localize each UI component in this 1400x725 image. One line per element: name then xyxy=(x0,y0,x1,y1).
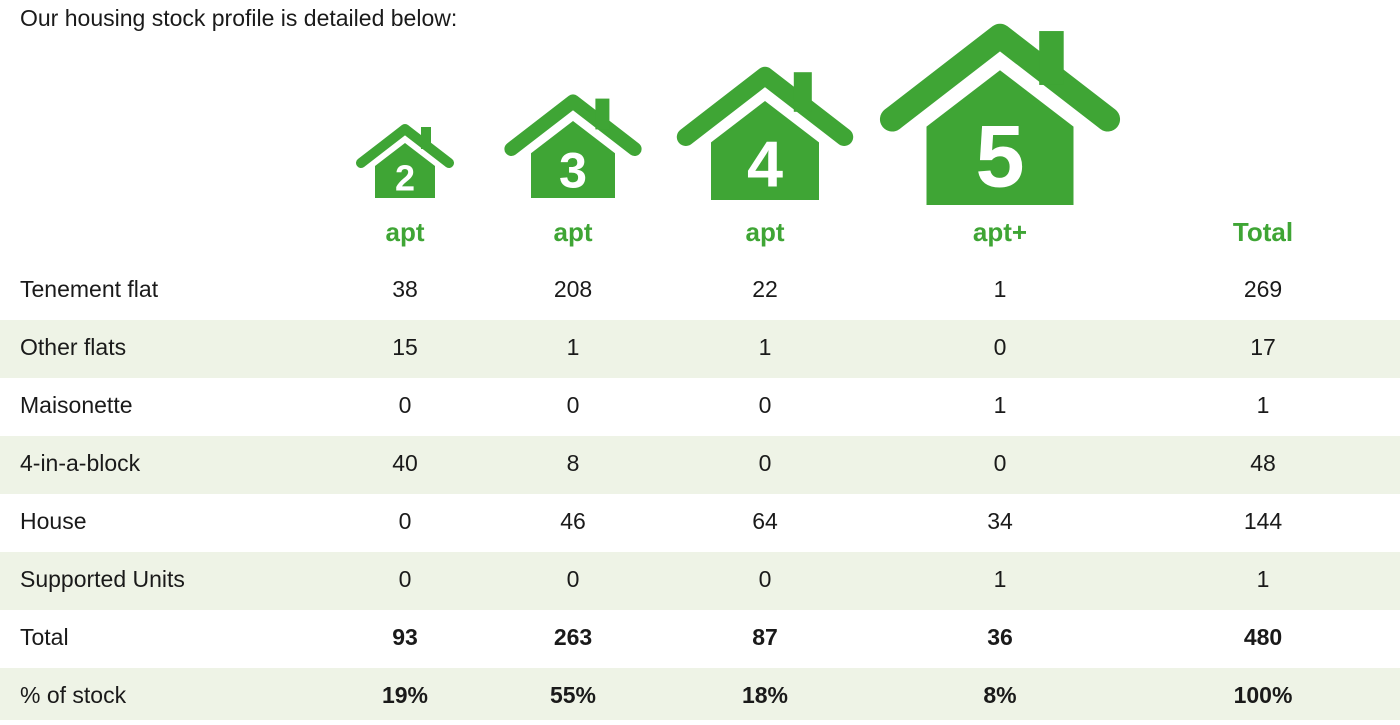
column-header: apt xyxy=(746,217,785,247)
cell-value: 0 xyxy=(399,392,412,418)
house-roof xyxy=(504,94,642,157)
cell-value: 18% xyxy=(742,682,788,708)
house-icon xyxy=(504,94,642,198)
cell-value: 8% xyxy=(983,682,1016,708)
house-number: 2 xyxy=(395,158,415,199)
house-roof xyxy=(879,23,1121,132)
cell-value: 8 xyxy=(567,450,580,476)
cell-value: 100% xyxy=(1234,682,1293,708)
cell-value: 34 xyxy=(987,508,1013,534)
row-stripe xyxy=(0,436,1400,494)
house-chimney xyxy=(793,72,812,112)
cell-value: 38 xyxy=(392,276,418,302)
row-label: % of stock xyxy=(20,682,127,708)
house-body xyxy=(926,70,1074,205)
house-roof xyxy=(356,124,455,169)
cell-value: 0 xyxy=(567,392,580,418)
row-stripe xyxy=(0,320,1400,378)
house-chimney xyxy=(421,127,431,149)
house-icon xyxy=(676,66,854,200)
house-number: 4 xyxy=(747,128,783,201)
cell-value: 1 xyxy=(759,334,772,360)
cell-value: 36 xyxy=(987,624,1013,650)
house-chimney xyxy=(595,98,610,130)
cell-value: 87 xyxy=(752,624,778,650)
cell-value: 17 xyxy=(1250,334,1276,360)
house-number: 3 xyxy=(559,142,587,199)
cell-value: 0 xyxy=(759,450,772,476)
cell-value: 0 xyxy=(399,508,412,534)
cell-value: 0 xyxy=(399,566,412,592)
cell-value: 15 xyxy=(392,334,418,360)
cell-value: 19% xyxy=(382,682,428,708)
house-body xyxy=(531,121,615,198)
house-icon xyxy=(879,23,1121,205)
column-header: apt+ xyxy=(973,217,1027,247)
cell-value: 269 xyxy=(1244,276,1282,302)
cell-value: 1 xyxy=(1257,566,1270,592)
cell-value: 40 xyxy=(392,450,418,476)
row-stripe xyxy=(0,668,1400,725)
row-label: Total xyxy=(20,624,69,650)
cell-value: 64 xyxy=(752,508,778,534)
column-header: apt xyxy=(386,217,425,247)
cell-value: 1 xyxy=(994,566,1007,592)
cell-value: 93 xyxy=(392,624,418,650)
cell-value: 46 xyxy=(560,508,586,534)
cell-value: 1 xyxy=(1257,392,1270,418)
cell-value: 22 xyxy=(752,276,778,302)
cell-value: 0 xyxy=(994,334,1007,360)
row-label: Other flats xyxy=(20,334,126,360)
row-label: Supported Units xyxy=(20,566,185,592)
cell-value: 0 xyxy=(759,392,772,418)
cell-value: 208 xyxy=(554,276,592,302)
row-stripe xyxy=(0,552,1400,610)
house-chimney xyxy=(1039,31,1064,85)
cell-value: 1 xyxy=(994,392,1007,418)
cell-value: 144 xyxy=(1244,508,1283,534)
cell-value: 0 xyxy=(567,566,580,592)
row-label: Tenement flat xyxy=(20,276,159,302)
cell-value: 263 xyxy=(554,624,592,650)
house-icon xyxy=(356,124,455,198)
cell-value: 480 xyxy=(1244,624,1282,650)
column-header: Total xyxy=(1233,217,1293,247)
intro-text: Our housing stock profile is detailed be… xyxy=(20,5,457,31)
row-label: House xyxy=(20,508,86,534)
row-label: 4-in-a-block xyxy=(20,450,141,476)
cell-value: 48 xyxy=(1250,450,1276,476)
cell-value: 0 xyxy=(759,566,772,592)
column-header: apt xyxy=(554,217,593,247)
row-label: Maisonette xyxy=(20,392,133,418)
house-number: 5 xyxy=(975,107,1024,206)
house-body xyxy=(711,101,819,200)
cell-value: 0 xyxy=(994,450,1007,476)
house-body xyxy=(375,143,435,198)
cell-value: 1 xyxy=(567,334,580,360)
cell-value: 55% xyxy=(550,682,596,708)
cell-value: 1 xyxy=(994,276,1007,302)
house-roof xyxy=(676,66,854,147)
